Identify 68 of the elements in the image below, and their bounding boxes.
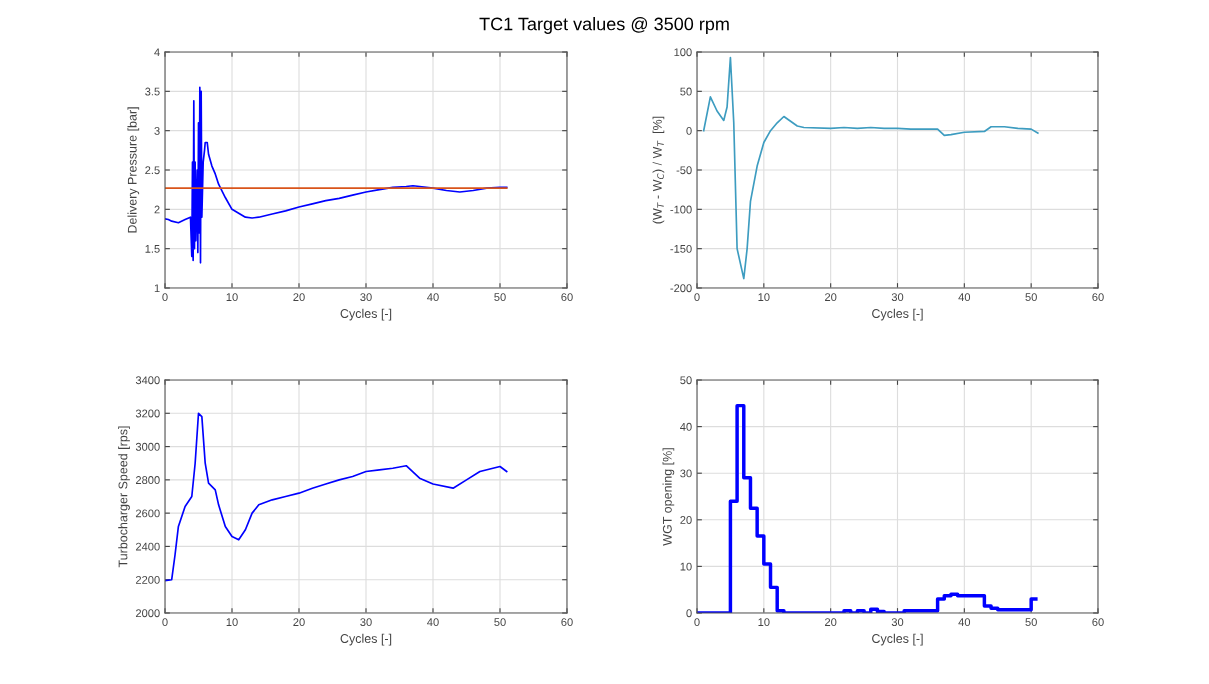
y-tick-label: 30	[680, 469, 692, 478]
y-tick-label: -150	[670, 244, 692, 253]
x-tick-label: 30	[891, 293, 904, 302]
y-tick-label: -100	[670, 205, 692, 214]
x-tick-label: 40	[427, 618, 439, 627]
line-series	[702, 56, 1039, 280]
x-tick-label: 0	[694, 618, 700, 627]
y-tick-label: 20	[680, 516, 692, 524]
x-tick-label: 60	[561, 618, 573, 627]
x-tick-label: 0	[162, 293, 168, 302]
y-tick-label: -50	[676, 166, 692, 175]
x-tick-label: 50	[1025, 618, 1037, 627]
x-tick-label: 10	[758, 293, 770, 302]
y-tick-label: 2	[154, 205, 160, 214]
y-tick-label: 50	[680, 87, 692, 96]
x-tick-label: 30	[891, 618, 904, 627]
y-tick-label: 4	[154, 48, 160, 57]
y-tick-label: 2000	[135, 609, 160, 618]
x-tick-label: 30	[360, 293, 372, 302]
y-axis-title: WGT opening [%]	[662, 448, 675, 546]
y-tick-label: 0	[686, 609, 692, 618]
x-tick-label: 10	[758, 618, 770, 627]
x-tick-label: 40	[958, 293, 971, 302]
y-tick-label: 10	[680, 562, 692, 571]
y-tick-label: -200	[670, 284, 692, 293]
x-tick-label: 50	[1025, 293, 1037, 302]
y-tick-label: 2400	[135, 542, 160, 551]
y-tick-label: 3400	[135, 376, 160, 385]
x-tick-label: 20	[825, 618, 837, 627]
line-series	[165, 86, 508, 264]
x-tick-label: 20	[293, 293, 305, 302]
y-tick-label: 100	[674, 48, 692, 57]
y-tick-label: 40	[680, 422, 692, 431]
x-tick-label: 50	[494, 293, 506, 302]
x-axis-title: Cycles [-]	[340, 308, 392, 321]
y-tick-label: 1.5	[145, 245, 160, 253]
x-tick-label: 10	[226, 618, 238, 627]
y-axis-title: Delivery Pressure [bar]	[127, 107, 140, 233]
y-tick-label: 3000	[135, 442, 160, 451]
x-tick-label: 60	[1092, 293, 1104, 302]
x-axis-title: Cycles [-]	[872, 308, 923, 321]
x-tick-label: 20	[293, 618, 305, 627]
x-tick-label: 0	[162, 618, 168, 627]
y-tick-label: 50	[680, 376, 692, 385]
y-tick-label: 3200	[135, 409, 160, 418]
x-tick-label: 30	[360, 618, 372, 627]
x-tick-label: 60	[561, 293, 573, 302]
y-tick-label: 3.5	[145, 87, 160, 96]
y-tick-label: 3	[154, 126, 160, 135]
x-tick-label: 50	[494, 618, 506, 627]
y-axis-title: (W$_{T}$ - W$_{C}$) / W$_{T}$ [%]	[652, 116, 665, 224]
x-tick-label: 20	[825, 293, 837, 302]
y-tick-label: 2800	[135, 476, 160, 484]
x-tick-label: 40	[427, 293, 439, 302]
y-tick-label: 2200	[135, 575, 160, 584]
y-tick-label: 1	[154, 284, 160, 293]
x-axis-title: Cycles [-]	[872, 633, 923, 646]
y-tick-label: 2600	[135, 509, 160, 518]
x-tick-label: 10	[226, 293, 238, 302]
x-axis-title: Cycles [-]	[340, 633, 392, 646]
x-tick-label: 60	[1092, 618, 1104, 627]
y-tick-label: 2.5	[145, 166, 160, 175]
text: TC1 Target values @ 3500 rpm	[479, 17, 729, 34]
line-series	[165, 412, 508, 582]
x-tick-label: 0	[694, 293, 700, 302]
y-tick-label: 0	[686, 126, 692, 135]
x-tick-label: 40	[958, 618, 971, 627]
y-axis-title: Turbocharger Speed [rps]	[118, 426, 130, 568]
